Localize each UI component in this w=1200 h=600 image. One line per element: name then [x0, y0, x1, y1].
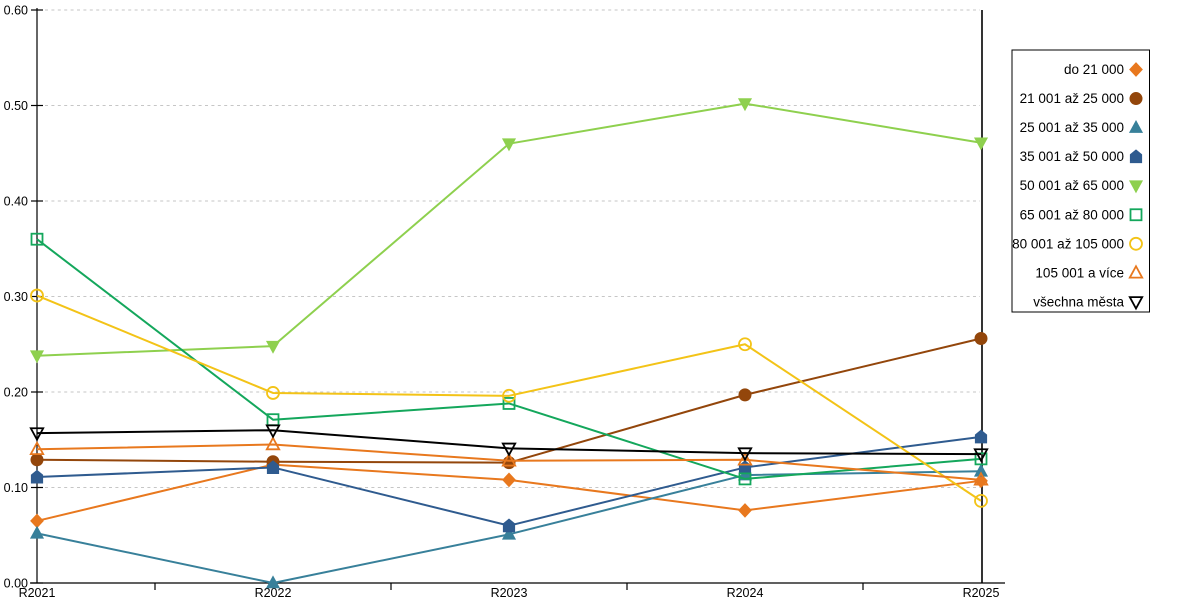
legend-label: všechna města: [1033, 294, 1124, 309]
data-point-marker-icon: [30, 288, 44, 303]
data-point-marker-icon: [265, 424, 281, 439]
data-point-marker-icon: [973, 448, 989, 463]
data-point-marker-icon: [738, 503, 752, 518]
data-point-marker-icon: [266, 460, 280, 474]
legend-item: 65 001 až 80 000: [1020, 207, 1143, 222]
data-point-marker-icon: [29, 440, 45, 456]
data-point-marker-icon: [30, 469, 44, 484]
data-point-marker-icon: [974, 332, 988, 346]
legend-box: [1011, 49, 1150, 313]
axes: [30, 8, 1005, 590]
legend-label: 25 001 až 35 000: [1020, 120, 1124, 135]
data-point-marker-icon: [973, 463, 989, 477]
legend-marker-icon: [1129, 236, 1143, 251]
series-v-echna-m-sta: [29, 424, 989, 463]
legend-item: 80 001 až 105 000: [1012, 236, 1143, 251]
data-point-marker-icon: [974, 429, 988, 444]
data-point-marker-icon: [973, 137, 989, 151]
legend-item: do 21 000: [1064, 62, 1143, 77]
data-point-marker-icon: [502, 397, 516, 410]
data-point-marker-icon: [738, 472, 752, 486]
y-tick-label: 0.30: [4, 290, 28, 304]
legend-item: všechna města: [1033, 294, 1144, 311]
legend-marker-icon: [1129, 92, 1143, 106]
series-80-001-a-105-000: [30, 288, 988, 508]
data-point-marker-icon: [30, 453, 44, 467]
data-point-marker-icon: [29, 525, 45, 539]
series-35-001-a-50-000: [30, 429, 988, 533]
y-tick-label: 0.20: [4, 386, 28, 400]
data-point-marker-icon: [266, 386, 280, 400]
legend-item: 105 001 a více: [1035, 264, 1144, 280]
legend-item: 21 001 až 25 000: [1020, 91, 1143, 106]
legend-label: 50 001 až 65 000: [1020, 178, 1124, 193]
y-tick-label: 0.10: [4, 481, 28, 495]
data-point-marker-icon: [501, 452, 517, 467]
axis-labels: 0.00 0.10 0.20 0.30 0.40 0.50 0.60 R2021 R2022 R2…: [4, 4, 1000, 600]
legend: do 21 000 21 001 až 25 000 25 001 až 35 00…: [1011, 49, 1150, 313]
x-tick-label: R2022: [255, 586, 292, 600]
legend-item: 35 001 až 50 000: [1020, 149, 1143, 164]
legend-marker-icon: [1128, 119, 1144, 133]
legend-label: 21 001 až 25 000: [1020, 91, 1124, 106]
data-point-marker-icon: [265, 436, 281, 451]
data-point-marker-icon: [501, 526, 517, 540]
series-105-001-a-v-ce: [29, 436, 989, 486]
series-line: [36, 429, 982, 456]
legend-marker-icon: [1128, 264, 1144, 279]
legend-label: 35 001 až 50 000: [1020, 149, 1124, 164]
legend-item: 25 001 až 35 000: [1020, 119, 1144, 135]
data-point-marker-icon: [502, 518, 516, 533]
series-21-001-a-25-000: [30, 332, 988, 470]
data-point-marker-icon: [265, 575, 281, 589]
series-line: [36, 294, 982, 502]
legend-marker-icon: [1129, 208, 1143, 222]
data-point-marker-icon: [501, 138, 517, 152]
data-point-marker-icon: [738, 337, 752, 352]
legend-marker-icon: [1128, 296, 1144, 311]
x-tick-label: R2023: [491, 586, 528, 600]
gridlines: [45, 9, 980, 488]
y-tick-label: 0.00: [4, 577, 28, 591]
legend-label: 105 001 a více: [1035, 265, 1124, 280]
legend-label: 65 001 až 80 000: [1020, 207, 1124, 222]
x-tick-label: R2025: [963, 586, 1000, 600]
legend-marker-icon: [1128, 180, 1144, 194]
data-point-marker-icon: [29, 427, 45, 442]
y-tick-label: 0.40: [4, 195, 28, 209]
legend-label: do 21 000: [1064, 62, 1124, 77]
data-point-marker-icon: [737, 98, 753, 112]
data-point-marker-icon: [30, 513, 44, 529]
y-tick-label: 0.60: [4, 4, 28, 18]
data-point-marker-icon: [501, 442, 517, 457]
data-point-marker-icon: [265, 340, 281, 354]
data-point-marker-icon: [974, 493, 988, 508]
x-tick-label: R2021: [19, 586, 56, 600]
x-tick-label: R2024: [727, 586, 764, 600]
legend-item: 50 001 až 65 000: [1020, 178, 1144, 194]
data-point-marker-icon: [973, 471, 989, 486]
data-point-marker-icon: [738, 460, 752, 474]
legend-marker-icon: [1129, 62, 1143, 77]
series-50-001-a-65-000: [29, 98, 989, 364]
data-point-marker-icon: [502, 472, 516, 488]
legend-label: 80 001 až 105 000: [1012, 236, 1124, 251]
data-point-marker-icon: [29, 350, 45, 364]
data-point-marker-icon: [737, 451, 753, 466]
data-point-marker-icon: [737, 447, 753, 462]
series-line: [36, 443, 982, 481]
data-point-marker-icon: [30, 232, 44, 246]
legend-marker-icon: [1129, 149, 1143, 164]
data-point-marker-icon: [738, 388, 752, 402]
data-point-marker-icon: [502, 388, 516, 403]
y-tick-label: 0.50: [4, 99, 28, 113]
